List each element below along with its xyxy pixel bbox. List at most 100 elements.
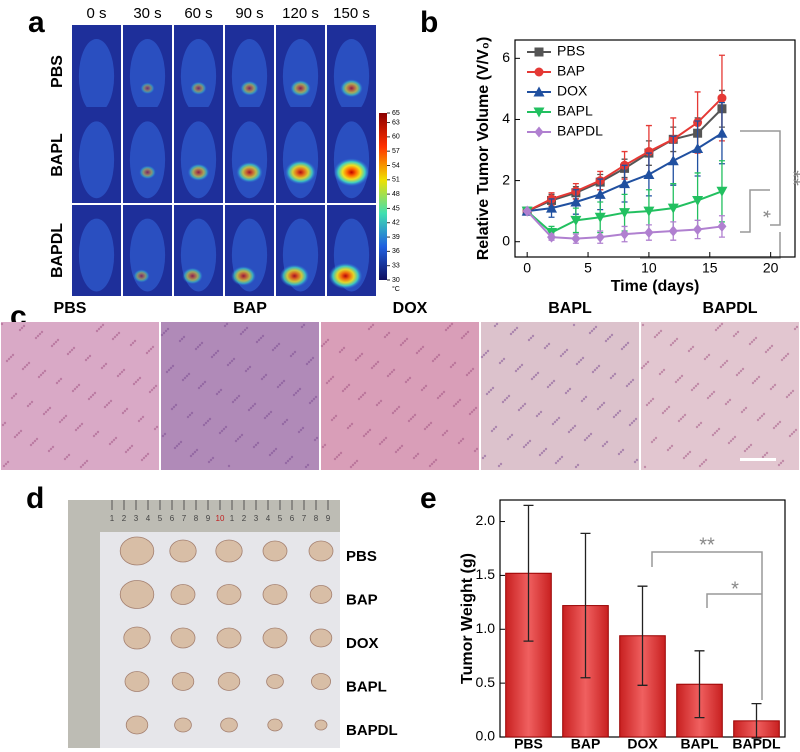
cell <box>565 348 569 352</box>
cell <box>690 388 694 392</box>
cell <box>275 344 279 348</box>
cell <box>171 364 175 368</box>
cell <box>356 356 360 360</box>
cell <box>422 386 426 390</box>
cell <box>313 438 317 442</box>
cell <box>622 345 626 349</box>
cell <box>438 394 442 398</box>
cell <box>58 420 62 424</box>
cell <box>400 444 404 448</box>
cell <box>748 342 752 346</box>
cell <box>731 437 735 441</box>
cell <box>70 348 74 352</box>
cell <box>230 359 234 363</box>
cell <box>671 341 675 345</box>
cell <box>103 405 107 409</box>
cell <box>96 430 100 434</box>
mouse-body <box>129 218 166 292</box>
cell <box>747 445 751 449</box>
cell <box>768 346 772 350</box>
cell <box>3 421 7 425</box>
cell <box>323 443 327 447</box>
cell <box>335 455 339 459</box>
x-tick-label: 10 <box>641 260 657 276</box>
cell <box>398 446 402 450</box>
cell <box>511 330 515 334</box>
cell <box>458 398 462 402</box>
legend-label: BAP <box>557 63 585 79</box>
cell <box>346 426 350 430</box>
cell <box>305 362 309 366</box>
cell <box>661 411 665 415</box>
x-tick-label: BAP <box>571 736 601 752</box>
cell <box>522 445 526 449</box>
cell <box>517 408 521 412</box>
marker <box>716 127 728 138</box>
cell <box>577 360 581 364</box>
cell <box>431 359 435 363</box>
significance: ** <box>782 170 800 186</box>
cell <box>28 402 32 406</box>
cell <box>292 393 296 397</box>
cell <box>302 323 306 327</box>
cell <box>130 444 134 448</box>
ruler-number: 8 <box>194 514 199 523</box>
cell <box>616 411 620 415</box>
histology-label: PBS <box>54 300 87 317</box>
cell <box>475 447 479 451</box>
cell <box>271 348 275 352</box>
histology-label: BAP <box>233 300 267 317</box>
cell <box>460 336 464 340</box>
legend-label: PBS <box>557 43 585 59</box>
cell <box>247 408 251 412</box>
tumor <box>262 627 288 649</box>
cell <box>673 339 677 343</box>
cell <box>310 399 314 403</box>
cell <box>530 377 534 381</box>
cell <box>11 353 15 357</box>
cell <box>497 464 501 468</box>
cell <box>254 443 258 447</box>
cell <box>269 410 273 414</box>
cell <box>60 418 64 422</box>
cell <box>404 380 408 384</box>
cell <box>237 394 241 398</box>
cell <box>249 406 253 410</box>
cell <box>126 448 130 452</box>
time-label: 0 s <box>86 5 106 22</box>
cell <box>781 459 785 463</box>
cell <box>1 423 5 427</box>
cell <box>297 430 301 434</box>
cell <box>7 357 11 361</box>
cell <box>707 353 711 357</box>
cell <box>630 421 634 425</box>
cell <box>633 460 637 464</box>
hot-spot <box>190 81 207 95</box>
cell <box>332 416 336 420</box>
mouse-body <box>180 38 217 114</box>
cell <box>289 354 293 358</box>
cell <box>349 465 353 469</box>
cell <box>244 369 248 373</box>
cell <box>243 328 247 332</box>
photo-label: BAP <box>346 591 378 608</box>
cell <box>10 396 14 400</box>
cell <box>190 411 194 415</box>
cell <box>680 374 684 378</box>
cell <box>376 360 380 364</box>
cell <box>112 438 116 442</box>
cell <box>448 324 452 328</box>
cell <box>95 329 99 333</box>
cell <box>654 436 658 440</box>
cell <box>739 369 743 373</box>
cell <box>2 464 6 468</box>
cell <box>194 347 198 351</box>
cell <box>625 384 629 388</box>
cell <box>614 413 618 417</box>
cell <box>311 356 315 360</box>
cell <box>581 356 585 360</box>
colorbar-tick-label: 42 <box>392 220 400 227</box>
cell <box>181 378 185 382</box>
x-tick-label: BAPDL <box>732 736 781 752</box>
histology-label: BAPL <box>548 300 592 317</box>
